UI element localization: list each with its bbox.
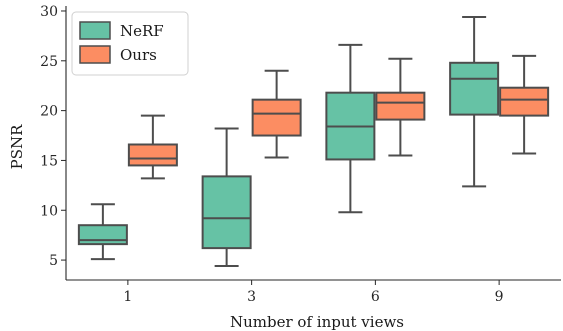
legend: NeRF Ours (71, 11, 189, 76)
y-tick-label: 20 (40, 104, 58, 120)
y-tick-label: 25 (40, 54, 58, 70)
x-axis: 1 3 6 9 (66, 279, 561, 305)
box-ours-1 (127, 114, 178, 180)
legend-swatch-nerf (79, 21, 111, 40)
box-ours-3 (251, 69, 302, 159)
box-iqr (201, 175, 252, 250)
box-iqr (251, 98, 302, 137)
y-tick-label: 30 (40, 4, 58, 20)
legend-swatch-ours (79, 45, 111, 64)
x-tick-label: 9 (495, 289, 504, 305)
plot-area (77, 15, 550, 268)
box-nerf-6 (325, 43, 376, 214)
box-iqr (499, 86, 550, 117)
x-axis-label: Number of input views (230, 313, 404, 331)
y-tick-label: 10 (40, 203, 58, 219)
box-ours-9 (499, 54, 550, 155)
y-axis-label: PSNR (8, 124, 26, 169)
y-tick-label: 15 (40, 153, 58, 169)
box-nerf-9 (449, 15, 500, 188)
x-tick-label: 1 (123, 289, 132, 305)
box-iqr (127, 143, 178, 167)
box-iqr (449, 61, 500, 116)
box-ours-6 (375, 57, 426, 157)
y-axis: 5 10 15 20 25 30 (40, 4, 67, 280)
legend-label-nerf: NeRF (120, 22, 164, 40)
box-iqr (375, 91, 426, 121)
legend-label-ours: Ours (120, 46, 157, 64)
box-iqr (77, 224, 128, 246)
x-tick-label: 3 (247, 289, 256, 305)
box-nerf-1 (77, 203, 128, 261)
box-nerf-3 (201, 127, 252, 268)
x-tick-label: 6 (371, 289, 380, 305)
y-tick-label: 5 (49, 253, 58, 269)
